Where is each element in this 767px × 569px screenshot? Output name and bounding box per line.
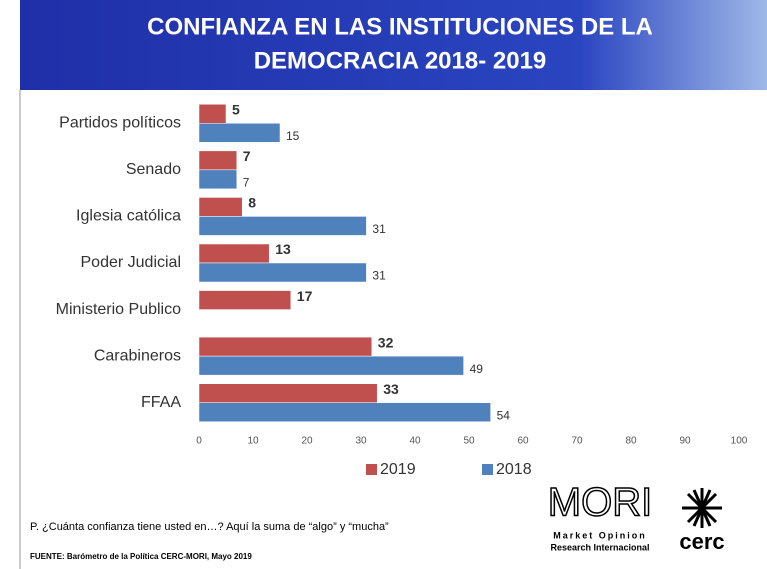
bar <box>198 262 367 283</box>
chart-title: DEMOCRACIA 2018- 2019 <box>254 47 547 74</box>
bar <box>198 169 238 190</box>
data-label: 54 <box>497 408 511 422</box>
y-tick-label: Ministerio Publico <box>56 301 181 318</box>
legend-swatch <box>482 464 493 475</box>
bar <box>198 355 464 376</box>
x-tick-label: 30 <box>355 436 367 447</box>
bar <box>198 104 227 124</box>
bar <box>198 243 270 264</box>
y-tick-label: Partidos políticos <box>59 115 181 132</box>
data-label: 13 <box>275 241 291 257</box>
x-tick-label: 70 <box>571 436 583 447</box>
bar <box>198 383 378 403</box>
y-tick-label: Iglesia católica <box>76 208 181 225</box>
x-tick-label: 90 <box>679 436 691 447</box>
data-label: 32 <box>378 334 394 350</box>
bar <box>198 197 243 217</box>
x-tick-label: 80 <box>625 436 637 447</box>
question: P. ¿Cuánta confianza tiene usted en…? Aq… <box>30 521 389 533</box>
logo-mori: MORI <box>548 481 652 525</box>
y-tick-label: Carabineros <box>94 347 181 364</box>
bar <box>198 150 238 171</box>
y-tick-label: Senado <box>126 161 181 178</box>
x-tick-label: 50 <box>463 436 475 447</box>
x-tick-label: 40 <box>409 436 421 447</box>
y-tick-label: Poder Judicial <box>81 254 182 271</box>
logo-text: Research Internacional <box>550 542 649 552</box>
source: FUENTE: Barómetro de la Política CERC-MO… <box>30 552 252 561</box>
data-label: 7 <box>243 176 250 190</box>
x-tick-label: 10 <box>247 436 259 447</box>
data-label: 33 <box>383 381 399 397</box>
bar <box>198 290 292 310</box>
bar <box>198 336 373 357</box>
data-label: 31 <box>372 222 386 236</box>
data-label: 49 <box>470 362 484 376</box>
data-label: 7 <box>243 148 251 164</box>
legend-swatch <box>366 464 377 475</box>
bar <box>198 216 367 236</box>
data-label: 17 <box>297 288 313 304</box>
logo-text: Market Opinion <box>553 530 647 540</box>
x-tick-label: 20 <box>301 436 313 447</box>
data-label: 31 <box>372 269 386 283</box>
x-tick-label: 60 <box>517 436 529 447</box>
y-tick-label: FFAA <box>141 394 181 411</box>
data-label: 8 <box>248 195 256 211</box>
x-tick-label: 0 <box>196 436 202 447</box>
x-tick-label: 100 <box>731 436 748 447</box>
bar <box>198 123 281 143</box>
data-label: 15 <box>286 129 300 143</box>
bar <box>198 402 491 422</box>
chart-title: CONFIANZA EN LAS INSTITUCIONES DE LA <box>147 13 653 40</box>
logo-cerc: cerc <box>679 529 724 554</box>
legend-label: 2018 <box>496 461 532 478</box>
title-banner <box>20 0 767 90</box>
logo-cerc-icon <box>682 488 722 528</box>
legend-label: 2019 <box>380 461 416 478</box>
data-label: 5 <box>232 101 240 117</box>
